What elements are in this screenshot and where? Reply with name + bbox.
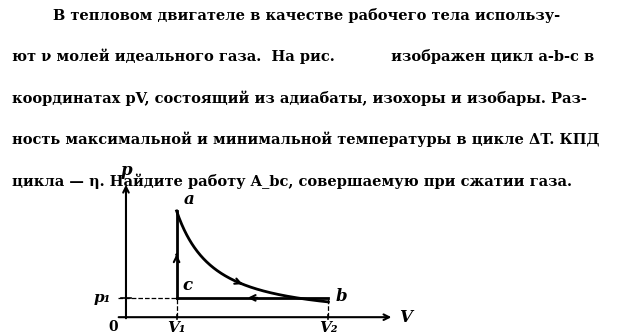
Text: c: c bbox=[183, 278, 193, 294]
Text: 0: 0 bbox=[108, 320, 118, 334]
Text: ют ν молей идеального газа.  На рис.           изображен цикл a-b-c в: ют ν молей идеального газа. На рис. изоб… bbox=[12, 49, 595, 65]
Text: ность максимальной и минимальной температуры в цикле ΔT. КПД: ность максимальной и минимальной темпера… bbox=[12, 132, 600, 147]
Text: fizmatbank.ru: fizmatbank.ru bbox=[12, 320, 95, 332]
Text: цикла — η. Найдите работу A_bc, совершаемую при сжатии газа.: цикла — η. Найдите работу A_bc, совершае… bbox=[12, 173, 572, 188]
Text: a: a bbox=[184, 191, 195, 208]
Text: V: V bbox=[399, 309, 412, 326]
Text: b: b bbox=[336, 288, 348, 305]
Text: p: p bbox=[120, 162, 132, 179]
Text: координатах pV, состоящий из адиабаты, изохоры и изобары. Раз-: координатах pV, состоящий из адиабаты, и… bbox=[12, 90, 587, 106]
Text: V₂: V₂ bbox=[319, 321, 338, 335]
Text: В тепловом двигателе в качестве рабочего тела использу-: В тепловом двигателе в качестве рабочего… bbox=[12, 7, 560, 23]
Text: V₁: V₁ bbox=[167, 321, 186, 335]
Text: p₁: p₁ bbox=[93, 291, 111, 305]
